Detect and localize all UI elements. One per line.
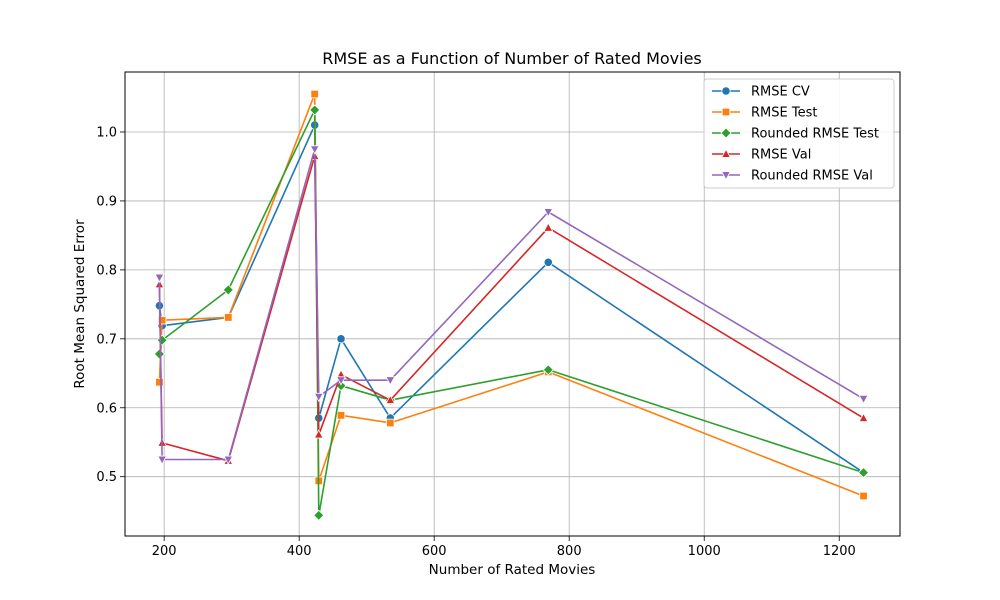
y-tick-label: 0.7 [96, 332, 117, 347]
legend-label: RMSE Val [751, 148, 811, 163]
legend-box [703, 78, 895, 189]
data-point [224, 313, 233, 322]
axis-ticks: 200 400 600 800 1000 1200 0.5 0.6 0.7 0.8 0.9 1.0 [96, 125, 855, 559]
legend-label: RMSE CV [751, 85, 810, 100]
data-point [313, 509, 325, 521]
legend-item: Rounded RMSE Val [712, 169, 873, 184]
x-tick-label: 200 [152, 544, 177, 559]
data-point [336, 411, 346, 420]
legend-label: RMSE Test [751, 106, 817, 121]
data-point [336, 334, 346, 344]
x-axis-title: Number of Rated Movies [429, 562, 596, 578]
legend-item: RMSE Test [712, 106, 817, 121]
data-point [385, 376, 396, 386]
legend-label: Rounded RMSE Test [751, 127, 879, 142]
data-point [857, 467, 870, 479]
legend-label: Rounded RMSE Val [751, 169, 873, 184]
data-point [313, 392, 324, 403]
data-point [543, 208, 554, 218]
x-tick-label: 1200 [823, 544, 856, 559]
y-tick-label: 1.0 [96, 125, 117, 140]
series-layer [153, 89, 870, 521]
data-point [859, 491, 868, 501]
data-point [222, 284, 234, 296]
x-tick-label: 800 [557, 544, 582, 559]
data-point [154, 273, 165, 283]
plot-frame [124, 71, 901, 537]
data-point [153, 348, 165, 360]
data-point [309, 145, 320, 155]
x-tick-label: 1000 [688, 544, 721, 559]
legend-marker [721, 148, 731, 158]
legend-item: Rounded RMSE Test [712, 127, 879, 142]
data-point [542, 364, 554, 376]
data-point [310, 89, 319, 99]
y-axis-title: Root Mean Squared Error [72, 219, 88, 389]
data-point [157, 316, 167, 325]
data-point [385, 394, 396, 404]
legend-marker [721, 171, 731, 181]
data-point [336, 376, 346, 386]
data-point [309, 104, 321, 116]
chart-title: RMSE as a Function of Number of Rated Mo… [322, 49, 702, 68]
y-tick-label: 0.6 [96, 401, 117, 416]
x-tick-label: 400 [287, 544, 312, 559]
data-point [157, 455, 168, 465]
legend-item: RMSE CV [712, 85, 810, 100]
data-point [223, 455, 234, 465]
legend-item: RMSE Val [712, 148, 811, 163]
legend-marker [721, 107, 731, 117]
data-point [543, 222, 554, 232]
x-tick-label: 600 [422, 544, 447, 559]
data-point [155, 378, 164, 387]
data-point [313, 429, 324, 439]
y-tick-label: 0.5 [96, 470, 117, 485]
legend-marker [720, 127, 732, 139]
data-point [543, 257, 553, 267]
data-point [858, 412, 869, 422]
data-point [858, 394, 869, 405]
y-tick-label: 0.9 [96, 194, 117, 209]
data-point [386, 418, 395, 428]
legend: RMSE CV RMSE Test Rounded RMSE Test RMSE Va… [703, 78, 895, 189]
y-tick-label: 0.8 [96, 263, 117, 278]
grid-lines [125, 72, 900, 536]
legend-marker [721, 86, 731, 96]
series-rounded-rmse-val [154, 145, 869, 465]
